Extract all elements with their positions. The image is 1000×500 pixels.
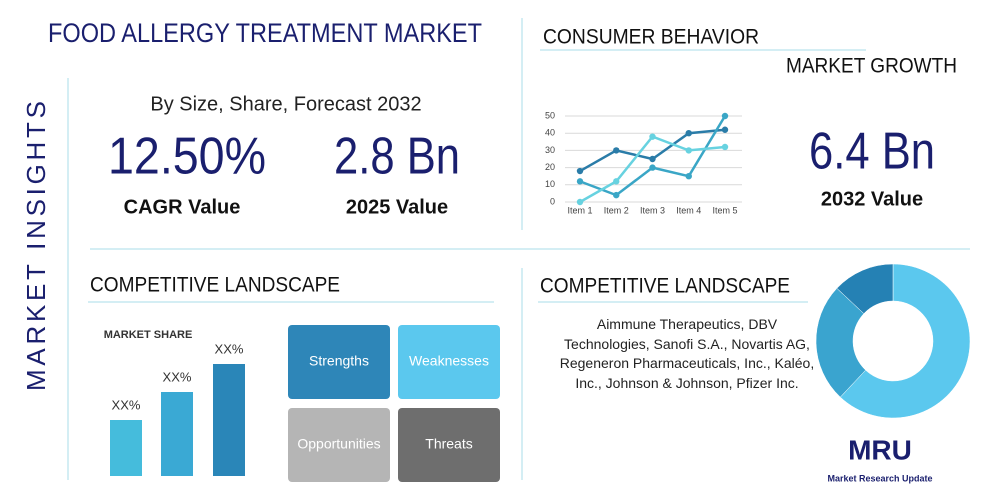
point (649, 164, 656, 171)
bar (213, 364, 245, 476)
y-tick-label: 20 (545, 162, 555, 172)
point (576, 198, 584, 206)
bar-label: XX% (163, 369, 192, 384)
donut-slice (839, 263, 971, 419)
section-title: MARKET GROWTH (786, 55, 957, 78)
point (613, 147, 620, 154)
point (685, 147, 692, 154)
x-tick-label: Item 3 (640, 205, 665, 215)
point (576, 178, 584, 185)
point (613, 191, 620, 199)
y-tick-label: 0 (550, 196, 555, 206)
section-title: CONSUMER BEHAVIOR (543, 26, 759, 49)
swot-label: Threats (425, 436, 472, 452)
point (649, 133, 656, 140)
swot-box (288, 325, 390, 399)
stat-label: 2032 Value (821, 188, 923, 210)
section-title: COMPETITIVE LANDSCAPE (540, 275, 790, 298)
y-tick-label: 40 (545, 128, 555, 138)
bar-label: XX% (215, 341, 244, 356)
title: FOOD ALLERGY TREATMENT MARKET (48, 18, 482, 48)
donut-slice (815, 287, 866, 398)
swot-label: Strengths (309, 353, 369, 369)
swot-box (288, 408, 390, 482)
company-list: Aimmune Therapeutics, DBV Technologies, … (559, 316, 815, 391)
section-title: COMPETITIVE LANDSCAPE (90, 274, 340, 297)
point (576, 167, 584, 175)
y-tick-label: 30 (545, 145, 555, 155)
x-tick-label: Item 5 (712, 205, 737, 215)
line (579, 115, 727, 197)
stat-value: 6.4 Bn (809, 123, 935, 181)
stat-value: 2.8 Bn (334, 128, 460, 186)
y-tick-label: 50 (545, 110, 555, 120)
y-tick-label: 10 (545, 179, 555, 189)
side-label: MARKET INSIGHTS (21, 101, 51, 391)
point (685, 130, 692, 137)
x-tick-label: Item 1 (567, 205, 592, 215)
swot-label: Weaknesses (409, 353, 489, 369)
x-tick-label: Item 2 (604, 205, 629, 215)
swot-box (398, 325, 500, 399)
point (685, 173, 692, 180)
chart-title: MARKET SHARE (104, 329, 193, 341)
point (613, 178, 620, 185)
subtitle: By Size, Share, Forecast 2032 (150, 93, 421, 115)
stat-label: CAGR Value (124, 196, 241, 218)
point (721, 143, 729, 151)
point (721, 112, 729, 120)
swot-box (398, 408, 500, 482)
logo-name: Market Research Update (827, 473, 932, 483)
point (721, 126, 729, 133)
bar (161, 392, 193, 476)
x-tick-label: Item 4 (676, 205, 701, 215)
bar (110, 420, 142, 476)
logo-mark: MRU (848, 434, 912, 465)
bar-label: XX% (112, 397, 141, 412)
stat-value: 12.50% (108, 128, 266, 186)
donut-slice (836, 263, 894, 314)
stat-label: 2025 Value (346, 196, 448, 218)
point (649, 155, 656, 163)
swot-label: Opportunities (297, 436, 380, 452)
